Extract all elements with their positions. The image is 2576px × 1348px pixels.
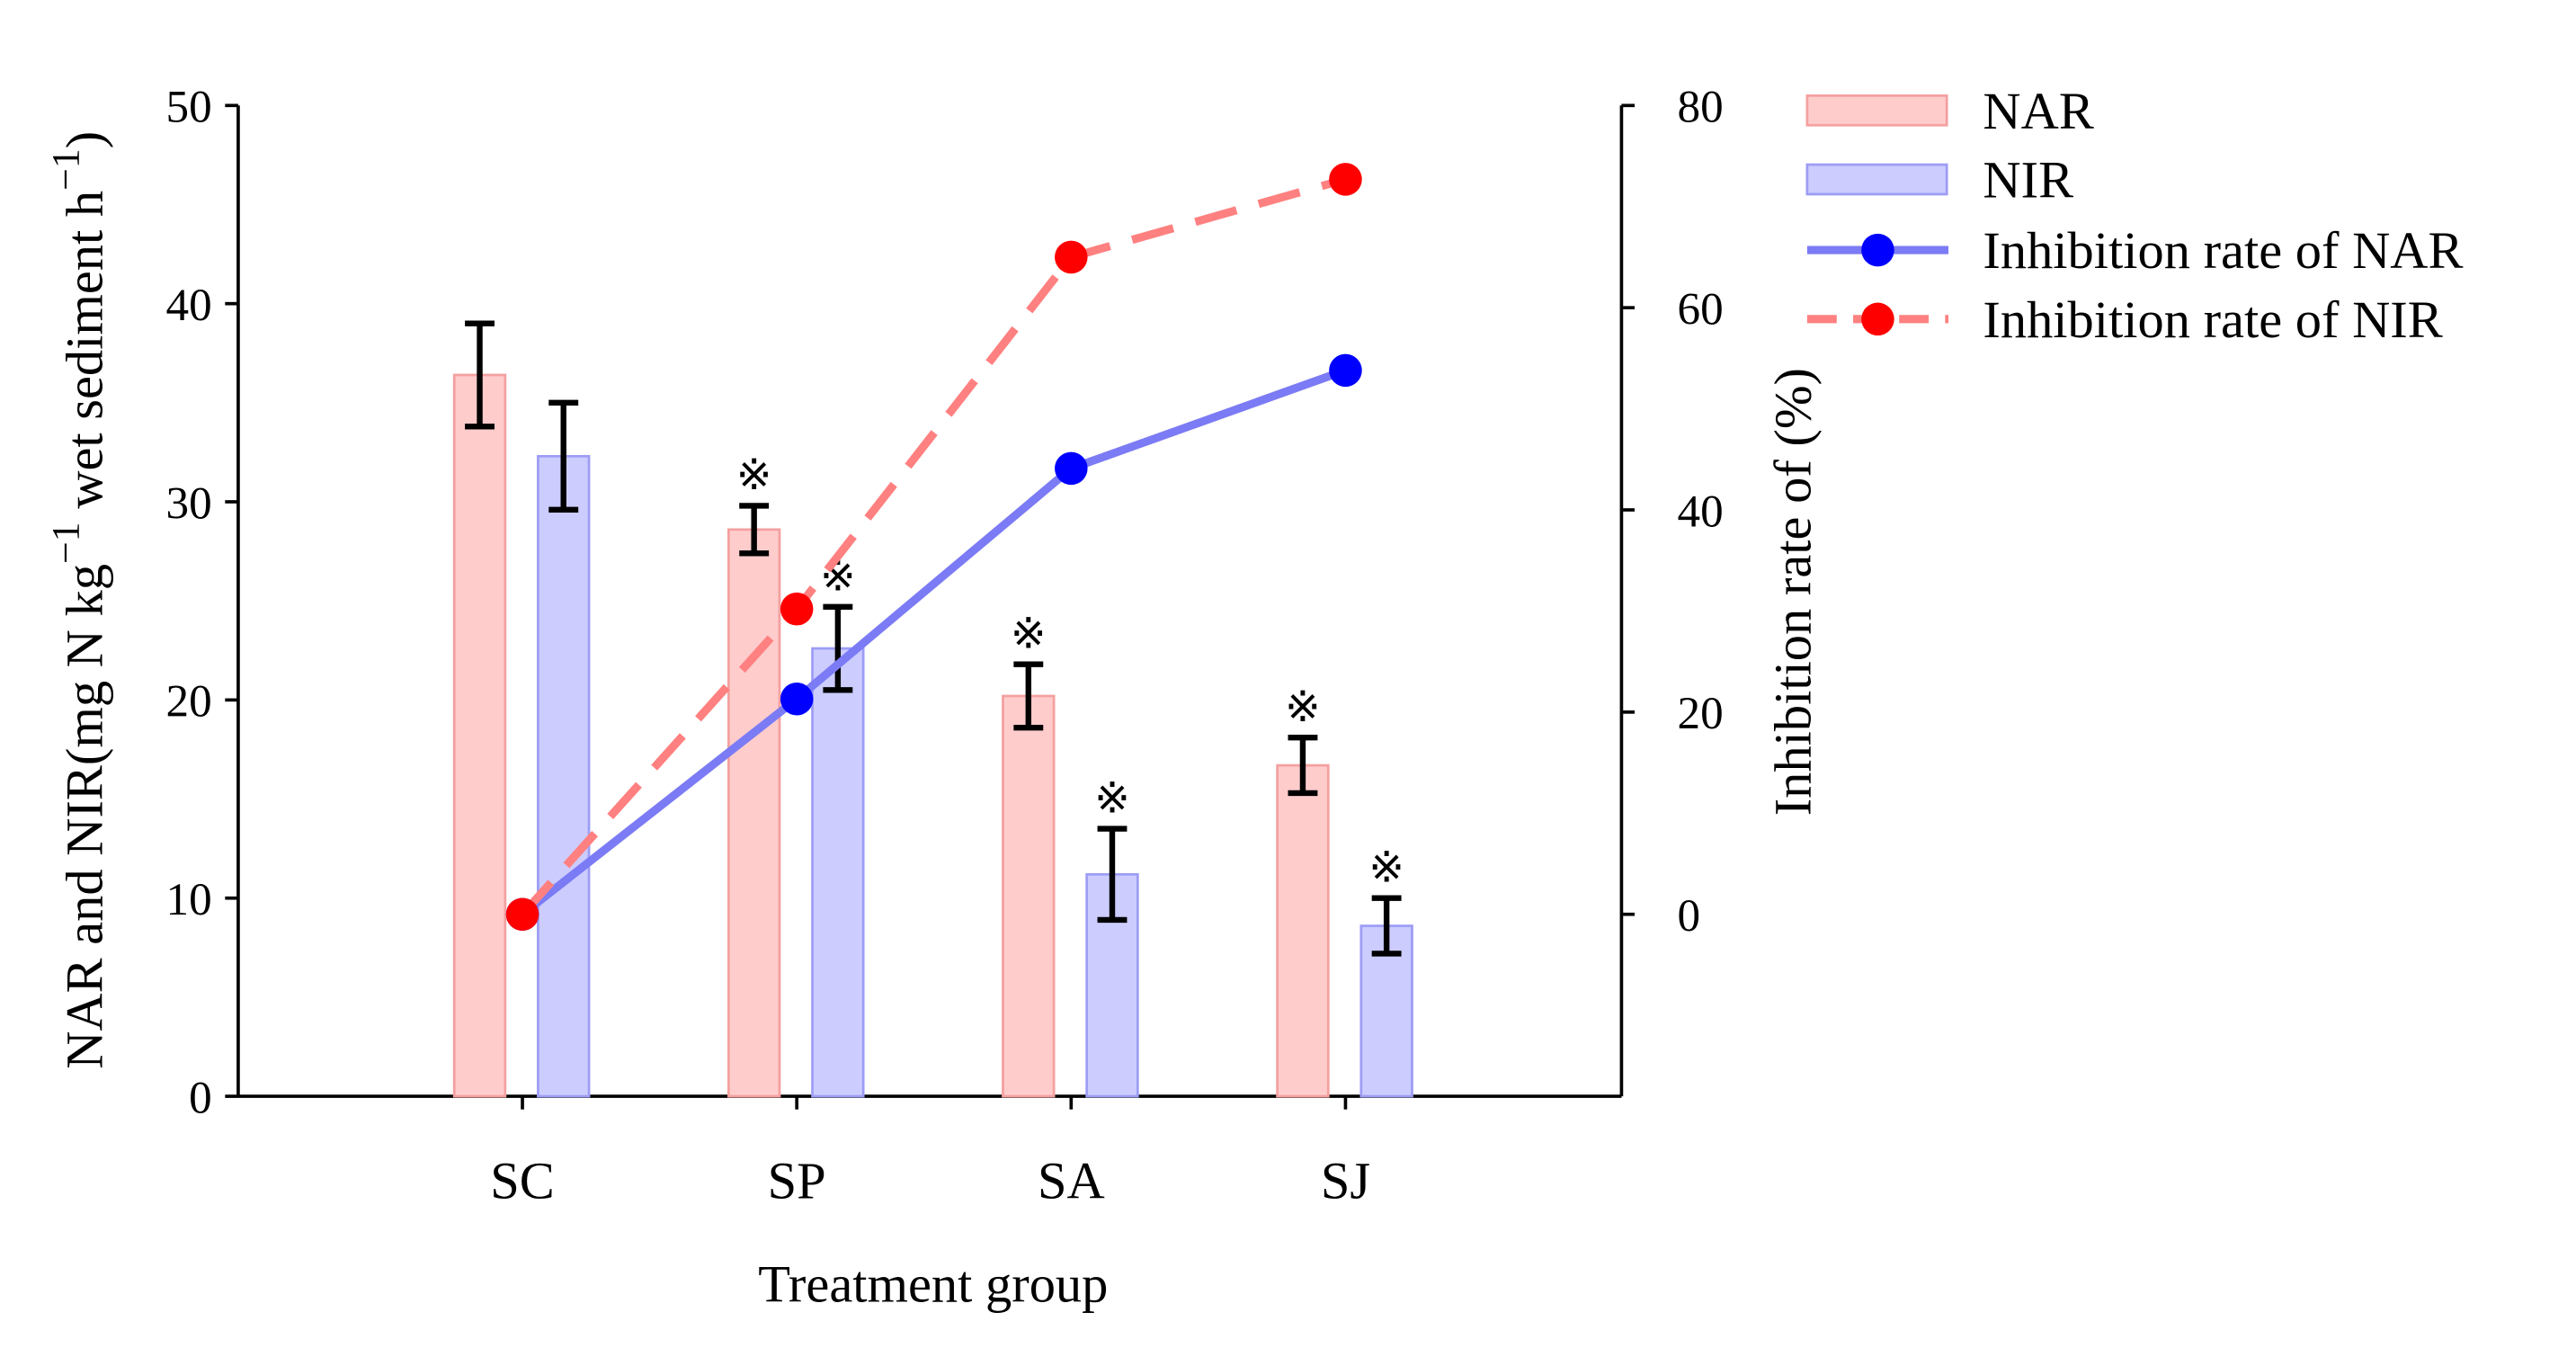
error-bar <box>1097 826 1128 924</box>
line-marker <box>780 592 814 626</box>
error-bar <box>1371 895 1402 957</box>
bar-nir <box>537 454 591 1098</box>
significance-marker: ※ <box>1011 609 1047 658</box>
error-bar <box>465 320 495 430</box>
legend-marker <box>1861 233 1894 267</box>
error-bar <box>739 503 770 557</box>
y-tick-label: 40 <box>166 280 212 331</box>
y2-tick-label: 0 <box>1678 890 1701 942</box>
y-axis-label-sup: −1 <box>45 522 88 564</box>
y-axis-label-part: wet sediment h <box>55 191 113 522</box>
error-bar <box>1288 735 1318 797</box>
bar-nar <box>1276 763 1330 1098</box>
y2-tick-label: 20 <box>1678 688 1724 739</box>
line-series-nir <box>519 174 1347 917</box>
line-marker <box>780 682 814 716</box>
y-tick-label: 30 <box>166 478 212 529</box>
significance-marker: ※ <box>1285 683 1321 732</box>
y-axis-label-sup: −1 <box>45 148 88 191</box>
y2-tick-label: 40 <box>1678 486 1724 537</box>
line-marker <box>1055 240 1088 274</box>
y-tick-label: 20 <box>166 676 212 728</box>
x-tick-label: SJ <box>1321 1151 1370 1210</box>
x-tick-label: SA <box>1038 1151 1105 1210</box>
y2-tick-label: 60 <box>1678 283 1724 335</box>
x-tick-label: SC <box>490 1151 555 1210</box>
bar-nar <box>726 528 781 1098</box>
legend-label: Inhibition rate of NIR <box>1983 290 2442 349</box>
y-axis-label-part: ) <box>55 131 113 148</box>
legend-swatch <box>1805 163 1948 196</box>
legend-marker <box>1861 302 1894 336</box>
error-bar <box>1013 661 1044 731</box>
x-axis-label: Treatment group <box>758 1254 1108 1313</box>
legend-label: NAR <box>1983 82 2093 140</box>
y-axis-label: NAR and NIR(mg N kg−1 wet sediment h−1) <box>45 131 114 1069</box>
x-tick-label: SP <box>768 1151 826 1210</box>
significance-marker: ※ <box>736 451 772 500</box>
y-tick-label: 50 <box>166 82 212 133</box>
bar-nar <box>452 373 507 1098</box>
y2-tick-label: 80 <box>1678 82 1724 133</box>
line-marker <box>1329 353 1362 388</box>
bar-nir <box>811 647 865 1098</box>
error-bar <box>548 399 579 513</box>
bar-nar <box>1002 694 1056 1098</box>
y2-axis-label: Inhibition rate of (%) <box>1764 368 1823 816</box>
error-bar <box>823 603 853 693</box>
significance-marker: ※ <box>1368 843 1404 892</box>
y-axis-label-part: NAR and NIR(mg N kg <box>55 564 113 1069</box>
line-series-nar <box>520 366 1347 918</box>
legend-label: Inhibition rate of NAR <box>1983 221 2463 280</box>
significance-marker: ※ <box>1094 773 1130 823</box>
line-marker <box>505 897 539 931</box>
line-marker <box>1055 451 1088 486</box>
legend-label: NIR <box>1983 151 2073 210</box>
y-tick-label: 0 <box>189 1072 212 1123</box>
y-tick-label: 10 <box>166 874 212 925</box>
legend-swatch <box>1805 94 1948 127</box>
line-marker <box>1329 163 1362 196</box>
